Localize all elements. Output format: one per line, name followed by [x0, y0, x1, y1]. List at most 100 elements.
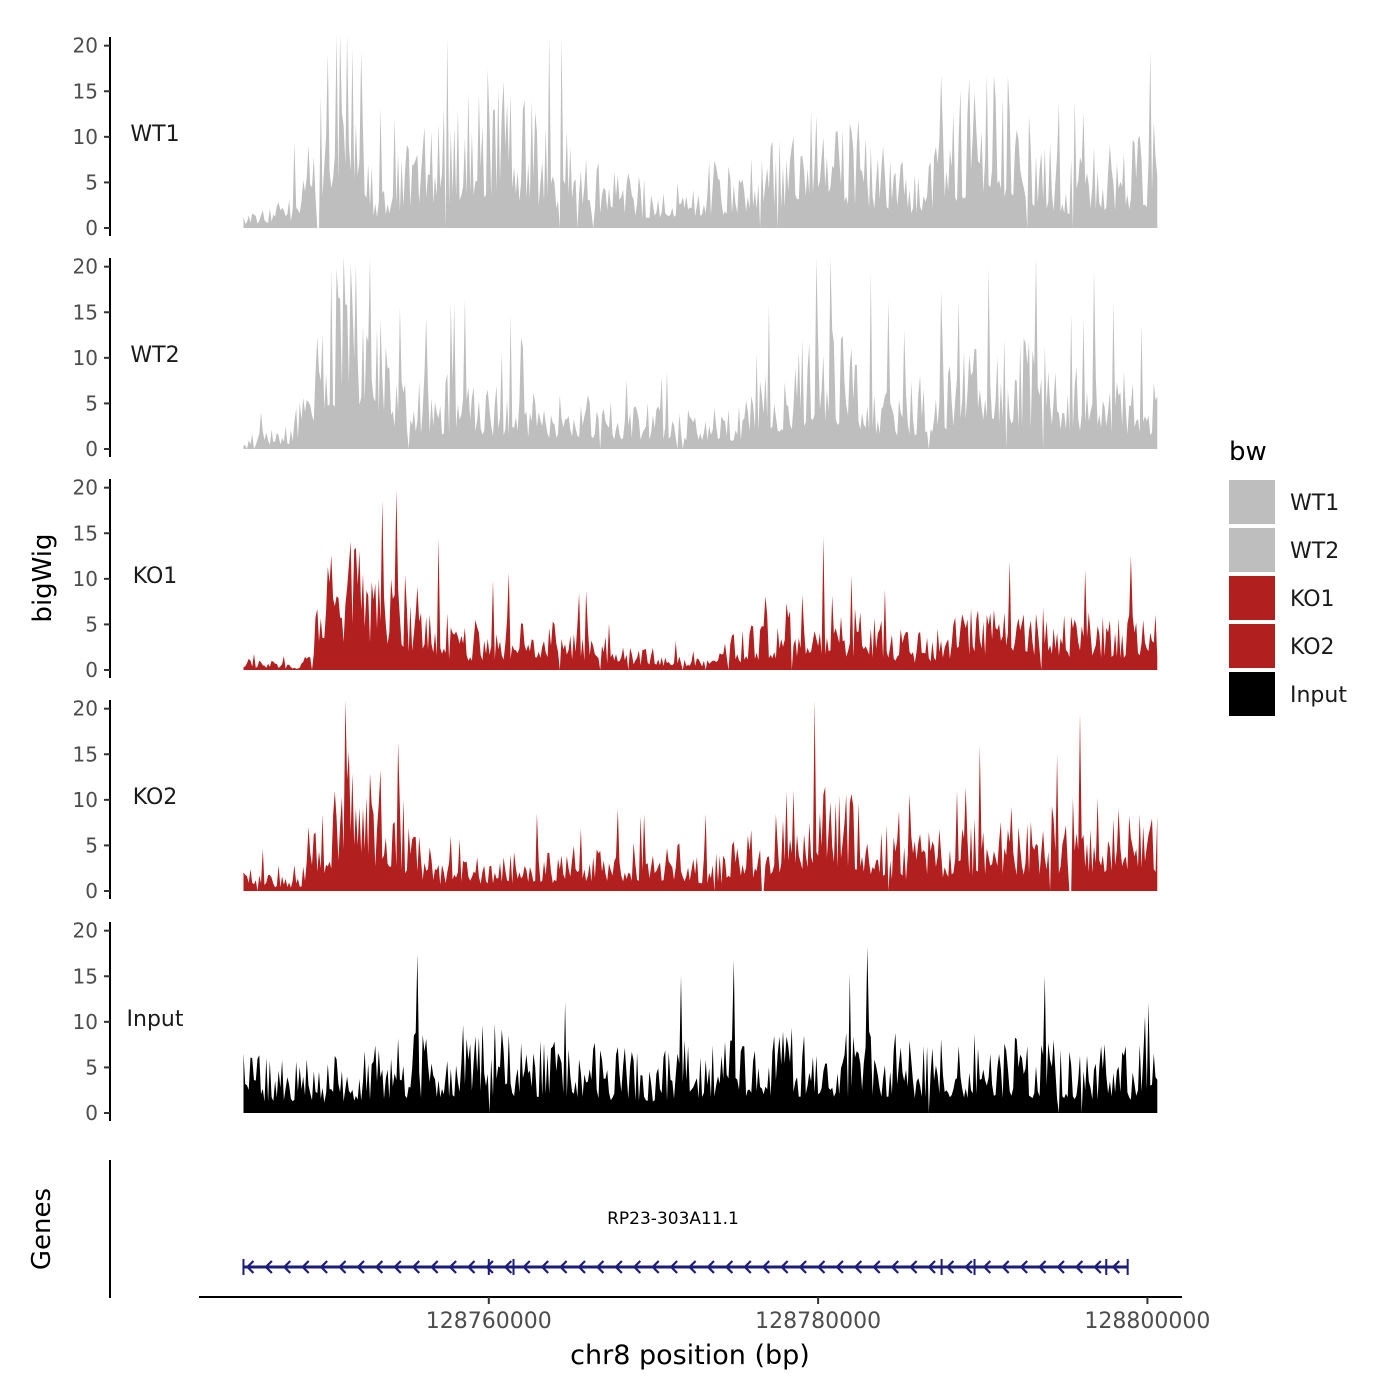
coverage-area-ko1 [243, 490, 1158, 670]
track-ko1: 0 5 10 15 20 KO1 [73, 476, 1158, 682]
strand-chevron [540, 1260, 549, 1274]
track-label-ko1: KO1 [133, 564, 178, 589]
strand-chevron [816, 1260, 826, 1274]
y-tick-label: 10 [73, 567, 98, 591]
x-tick-label: 128760000 [426, 1309, 552, 1334]
strand-chevron [872, 1260, 881, 1274]
coverage-area-wt1 [243, 34, 1158, 229]
y-axis-title: bigWig [28, 533, 58, 622]
legend-label-wt1: WT1 [1290, 491, 1339, 516]
legend-key-ko1 [1229, 576, 1275, 620]
strand-chevron [780, 1260, 789, 1274]
y-tick-label: 10 [73, 125, 98, 149]
x-tick-label: 128780000 [755, 1309, 881, 1334]
y-tick-label: 15 [73, 79, 98, 103]
y-tick-label: 20 [73, 255, 98, 279]
legend-label-ko1: KO1 [1290, 587, 1335, 612]
legend-key-ko2 [1229, 624, 1275, 668]
track-ko2: 0 5 10 15 20 KO2 [73, 697, 1158, 903]
coverage-area-ko2 [243, 699, 1158, 891]
track-wt2: 0 5 10 15 20 WT2 [73, 255, 1158, 461]
strand-chevron [835, 1260, 844, 1274]
strand-chevron [945, 1260, 955, 1274]
track-label-input: Input [127, 1007, 184, 1032]
legend-label-ko2: KO2 [1290, 635, 1335, 660]
strand-chevron [614, 1260, 623, 1274]
y-tick-label: 15 [73, 300, 98, 324]
strand-chevron [301, 1260, 310, 1274]
strand-chevron [393, 1260, 402, 1274]
y-tick-label: 15 [73, 964, 98, 988]
genes-track: Genes RP23-303A11.1 [27, 1160, 1129, 1298]
y-tick-label: 20 [73, 476, 98, 500]
track-input: 0 5 10 15 20 Input [73, 919, 1158, 1125]
strand-chevron [890, 1260, 899, 1274]
legend-key-input [1229, 672, 1275, 716]
strand-chevron [1056, 1260, 1065, 1274]
strand-chevron [743, 1260, 752, 1274]
strand-chevron [1074, 1260, 1084, 1274]
legend-key-wt2 [1229, 528, 1275, 572]
gene-name-label: RP23-303A11.1 [607, 1209, 739, 1229]
strand-chevron [909, 1260, 918, 1274]
coverage-area-input [243, 946, 1158, 1113]
coverage-area-wt2 [243, 255, 1158, 449]
legend: bw WT1 WT2 KO1 KO2 Input [1229, 437, 1347, 716]
strand-chevron [264, 1260, 273, 1274]
strand-chevron [1038, 1260, 1047, 1274]
signal-track-panels: 0 5 10 15 20 WT1 0 5 10 15 20 WT2 0 5 10 15 20 KO1 0 5 10 15 2… [73, 34, 1158, 1125]
strand-chevron [651, 1260, 660, 1274]
y-tick-label: 20 [73, 34, 98, 58]
strand-chevron [632, 1260, 642, 1274]
strand-chevron [798, 1260, 807, 1274]
legend-label-input: Input [1290, 683, 1347, 708]
y-tick-label: 5 [85, 1055, 98, 1079]
y-tick-label: 0 [85, 216, 98, 240]
strand-chevron [430, 1260, 439, 1274]
strand-chevron [853, 1260, 863, 1274]
legend-key-wt1 [1229, 480, 1275, 524]
y-tick-label: 5 [85, 391, 98, 415]
y-tick-label: 10 [73, 788, 98, 812]
strand-chevron [595, 1260, 605, 1274]
x-axis: 128760000 128780000 128800000 chr8 positio… [199, 1296, 1210, 1371]
strand-chevron [374, 1260, 384, 1274]
gene-model [242, 1259, 1129, 1275]
strand-chevron [356, 1260, 365, 1274]
strand-chevron [319, 1260, 328, 1274]
strand-chevron [724, 1260, 734, 1274]
strand-chevron [688, 1260, 697, 1274]
strand-chevron [282, 1260, 292, 1274]
track-wt1: 0 5 10 15 20 WT1 [73, 34, 1158, 240]
y-tick-label: 5 [85, 833, 98, 857]
legend-label-wt2: WT2 [1290, 539, 1339, 564]
strand-chevron [1093, 1260, 1102, 1274]
strand-chevron [522, 1260, 531, 1274]
strand-chevron [982, 1260, 992, 1274]
strand-chevron [669, 1260, 678, 1274]
y-tick-label: 20 [73, 697, 98, 721]
y-tick-label: 0 [85, 1101, 98, 1125]
strand-chevron [577, 1260, 586, 1274]
track-label-wt1: WT1 [130, 122, 179, 147]
strand-chevron [927, 1260, 936, 1274]
strand-chevron [485, 1260, 494, 1274]
strand-chevron [1019, 1260, 1028, 1274]
x-axis-title: chr8 position (bp) [570, 1340, 810, 1371]
y-tick-label: 10 [73, 1010, 98, 1034]
y-tick-label: 0 [85, 658, 98, 682]
y-tick-label: 0 [85, 437, 98, 461]
genes-track-label: Genes [27, 1188, 57, 1270]
x-axis-ticks: 128760000 128780000 128800000 [426, 1297, 1210, 1334]
x-tick-label: 128800000 [1084, 1309, 1210, 1334]
y-tick-label: 15 [73, 521, 98, 545]
y-tick-label: 10 [73, 346, 98, 370]
strand-chevron [1001, 1260, 1010, 1274]
strand-chevron [411, 1260, 421, 1274]
strand-chevron [245, 1260, 255, 1274]
strand-chevron [503, 1260, 513, 1274]
strand-chevron [964, 1260, 973, 1274]
y-tick-label: 0 [85, 879, 98, 903]
legend-title: bw [1229, 437, 1267, 467]
